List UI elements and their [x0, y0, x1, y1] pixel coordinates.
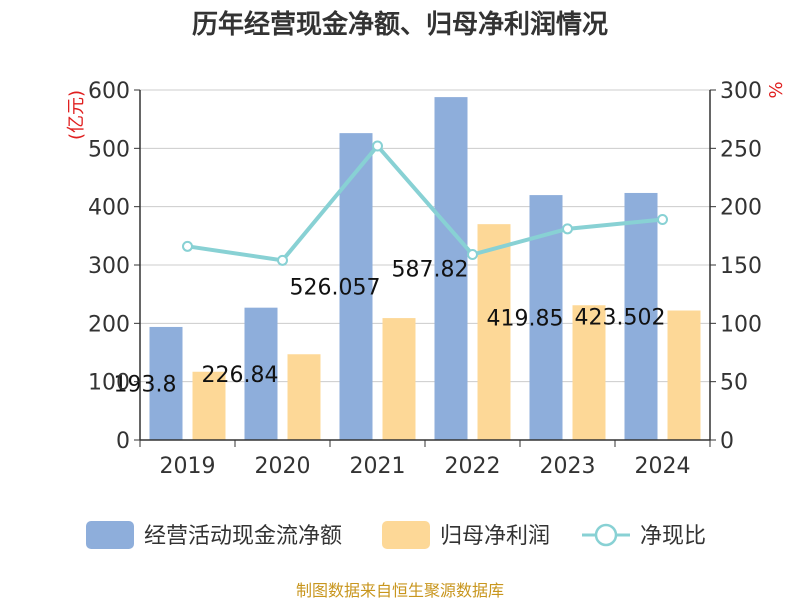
left-tick-label: 100	[88, 371, 130, 396]
x-tick-label: 2021	[350, 454, 406, 479]
legend-swatch	[382, 521, 430, 549]
right-tick-label: 250	[720, 137, 762, 162]
ratio-point	[372, 140, 383, 152]
legend-label: 归母净利润	[440, 524, 550, 549]
right-tick-label: 200	[720, 196, 762, 221]
left-tick-label: 300	[88, 254, 130, 279]
bar-cash-flow	[624, 192, 658, 440]
left-tick-label: 600	[88, 79, 130, 104]
bar-net-profit	[572, 305, 606, 440]
bar-data-label: 193.8	[114, 372, 177, 397]
x-tick-label: 2019	[160, 454, 216, 479]
right-tick-label: 0	[720, 429, 734, 454]
bar-net-profit	[477, 224, 511, 440]
ratio-point	[657, 214, 668, 225]
bar-data-label: 526.057	[290, 276, 381, 301]
legend: 经营活动现金流净额 归母净利润 净现比	[86, 521, 706, 549]
right-tick-label: 100	[720, 312, 762, 337]
bar-data-label: 419.85	[487, 307, 564, 332]
legend-label: 净现比	[640, 524, 706, 549]
right-tick-label: 150	[720, 254, 762, 279]
right-tick-label: 300	[720, 79, 762, 104]
bar-net-profit	[287, 354, 321, 440]
bar-data-label: 226.84	[202, 363, 279, 388]
left-tick-label: 500	[88, 137, 130, 162]
bar-net-profit	[192, 371, 226, 440]
right-axis-unit: %	[766, 81, 787, 98]
right-tick-label: 50	[720, 371, 748, 396]
bars	[149, 97, 701, 440]
x-tick-label: 2022	[445, 454, 501, 479]
bar-net-profit	[667, 310, 701, 440]
legend-swatch-marker	[594, 523, 618, 547]
source-note: 制图数据来自恒生聚源数据库	[296, 581, 504, 600]
bar-cash-flow	[434, 97, 468, 440]
left-tick-label: 400	[88, 196, 130, 221]
gridlines	[140, 89, 710, 441]
x-tick-label: 2023	[540, 454, 596, 479]
ratio-point	[277, 254, 288, 266]
ratio-point	[562, 223, 573, 235]
left-axis-unit: (亿元)	[66, 90, 87, 140]
x-tick-label: 2024	[635, 454, 691, 479]
bar-cash-flow	[149, 326, 183, 440]
ratio-line	[182, 140, 668, 266]
data-labels: 193.8 226.84 526.057 587.82 419.85 423.502	[114, 258, 666, 398]
ratio-point	[467, 249, 478, 260]
axes: 0 100 200 300 400 500 600 0 50 100 150 200 250 300 201…	[88, 79, 762, 479]
legend-swatch	[86, 521, 134, 549]
bar-net-profit	[382, 318, 416, 440]
chart-title: 历年经营现金净额、归母净利润情况	[192, 9, 608, 40]
ratio-line-path	[187, 142, 663, 263]
legend-label: 经营活动现金流净额	[144, 524, 342, 549]
ratio-point	[182, 240, 193, 252]
left-tick-label: 0	[116, 429, 130, 454]
bar-cash-flow	[244, 307, 278, 440]
bar-data-label: 587.82	[392, 258, 469, 283]
bar-data-label: 423.502	[575, 305, 666, 330]
left-tick-label: 200	[88, 312, 130, 337]
x-tick-label: 2020	[255, 454, 311, 479]
